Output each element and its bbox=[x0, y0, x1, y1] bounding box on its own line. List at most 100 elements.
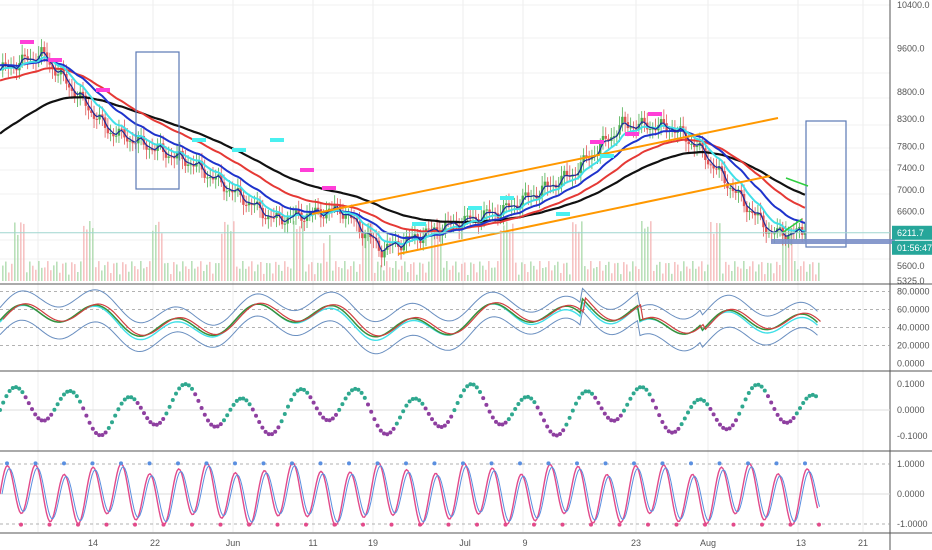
volume-bar bbox=[329, 235, 331, 281]
volume-bar bbox=[17, 234, 19, 281]
volume-bar bbox=[707, 264, 709, 281]
candle-body bbox=[798, 226, 801, 229]
candle-body bbox=[427, 228, 430, 230]
volume-bar bbox=[131, 261, 133, 281]
candle-body bbox=[729, 187, 732, 189]
candle-body bbox=[170, 156, 173, 158]
volume-bar bbox=[434, 230, 436, 281]
volume-bar bbox=[101, 270, 103, 281]
volume-bar bbox=[392, 267, 394, 281]
price-tick-label: 9600.0 bbox=[897, 44, 925, 54]
volume-bar bbox=[173, 262, 175, 281]
candle-body bbox=[20, 54, 24, 64]
volume-bar bbox=[500, 230, 502, 281]
osc-dot bbox=[318, 411, 322, 416]
osc-dot bbox=[372, 417, 377, 422]
last-price-value: 6211.7 bbox=[897, 228, 924, 238]
candle-body bbox=[361, 232, 364, 239]
osc-dot bbox=[286, 404, 290, 409]
signal-magenta bbox=[648, 112, 662, 116]
osc-dot bbox=[23, 395, 28, 400]
candle-body bbox=[92, 112, 96, 119]
osc-dot bbox=[289, 397, 294, 402]
volume-bar bbox=[497, 261, 499, 281]
volume-bar bbox=[275, 261, 277, 281]
volume-bar bbox=[452, 265, 454, 281]
stoch-peak-dot bbox=[147, 461, 152, 466]
stoch-trough-dot bbox=[674, 522, 679, 527]
osc-dot bbox=[238, 396, 242, 401]
volume-bar bbox=[590, 261, 592, 281]
osc-dot bbox=[366, 402, 370, 407]
volume-bar bbox=[599, 261, 601, 281]
volume-bar bbox=[524, 264, 526, 281]
osc-dot bbox=[270, 432, 274, 437]
osc-dot bbox=[500, 422, 505, 427]
volume-bar bbox=[356, 271, 358, 281]
stoch-peak-dot bbox=[461, 461, 465, 466]
volume-bar bbox=[194, 268, 196, 281]
osc-dot bbox=[676, 426, 681, 431]
osc-dot bbox=[71, 390, 76, 395]
highlight-box-may bbox=[135, 51, 180, 190]
osc-dot bbox=[734, 418, 738, 423]
candle-body bbox=[148, 148, 151, 150]
osc-dot bbox=[330, 416, 335, 421]
osc-dot bbox=[506, 417, 511, 422]
osc-dot bbox=[375, 423, 380, 428]
volume-bar bbox=[473, 263, 475, 281]
stoch-peak-dot bbox=[176, 461, 180, 466]
candle-body bbox=[56, 74, 60, 76]
candle-body bbox=[244, 204, 248, 206]
stoch-peak-dot bbox=[603, 461, 608, 466]
countdown-timer: 01:56:47 bbox=[897, 243, 932, 253]
osc-dot bbox=[314, 406, 319, 411]
osc-dot bbox=[311, 400, 316, 405]
osc-dot bbox=[385, 432, 390, 437]
osc-dot bbox=[714, 417, 719, 422]
osc-dot bbox=[484, 402, 489, 407]
stoch-peak-dot bbox=[90, 461, 95, 466]
osc-dot bbox=[583, 389, 588, 394]
candle-body bbox=[341, 213, 345, 219]
volume-bar bbox=[104, 265, 106, 281]
signal-cyan bbox=[412, 222, 426, 226]
stoch-peak-dot bbox=[746, 461, 750, 466]
volume-bar bbox=[161, 233, 163, 281]
osc-dot bbox=[276, 425, 281, 430]
osc-dot bbox=[382, 431, 386, 436]
candle-body bbox=[380, 250, 383, 258]
osc-dot bbox=[580, 391, 585, 396]
volume-bar bbox=[260, 262, 262, 281]
candle-body bbox=[150, 148, 154, 151]
volume-bar bbox=[299, 226, 301, 281]
candle-body bbox=[604, 135, 607, 139]
osc-dot bbox=[151, 422, 156, 427]
stoch-trough-dot bbox=[560, 522, 565, 527]
osc-dot bbox=[791, 416, 796, 421]
osc-dot bbox=[138, 405, 143, 410]
signal-cyan bbox=[270, 138, 284, 142]
osc-dot bbox=[558, 431, 562, 436]
candle-body bbox=[128, 140, 132, 142]
volume-bar bbox=[581, 221, 583, 281]
volume-bar bbox=[725, 261, 727, 281]
osc-dot bbox=[625, 402, 630, 407]
rsi-tick-label: 40.0000 bbox=[897, 323, 930, 333]
volume-bar bbox=[119, 274, 121, 281]
osc-dot bbox=[65, 389, 70, 394]
stoch-peak-dot bbox=[432, 461, 437, 466]
volume-bar bbox=[761, 262, 763, 281]
candle-body bbox=[308, 212, 311, 215]
osc-dot bbox=[647, 392, 652, 397]
volume-bar bbox=[50, 270, 52, 281]
volume-bar bbox=[419, 262, 421, 281]
volume-bar bbox=[494, 267, 496, 281]
volume-bar bbox=[629, 271, 631, 281]
osc-dot bbox=[465, 384, 470, 389]
candle-body bbox=[186, 164, 190, 166]
osc-dot bbox=[759, 384, 764, 389]
stoch-peak-dot bbox=[518, 461, 522, 466]
signal-magenta bbox=[625, 132, 639, 136]
